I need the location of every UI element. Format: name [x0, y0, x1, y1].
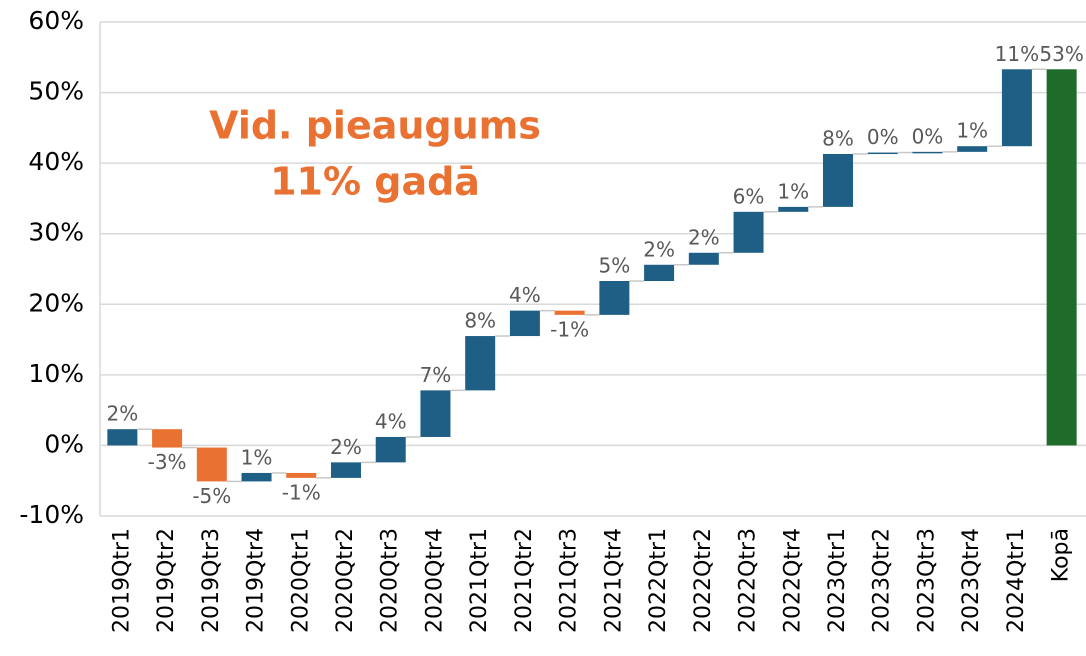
x-tick-label: 2021Qtr1	[467, 528, 492, 633]
data-label: 5%	[598, 253, 630, 277]
bar	[152, 429, 183, 448]
bar	[912, 151, 943, 154]
annotation: 11% gadā	[270, 160, 480, 204]
x-tick-label: 2020Qtr1	[288, 528, 313, 633]
bar	[688, 252, 719, 265]
bar	[554, 310, 585, 315]
data-label: 2%	[106, 402, 138, 426]
data-label: 6%	[733, 184, 765, 208]
bar	[823, 153, 853, 207]
bar	[286, 472, 317, 478]
bar	[1001, 69, 1032, 147]
data-label: 0%	[912, 124, 944, 148]
x-tick-label: 2019Qtr3	[199, 528, 224, 633]
x-tick-label: 2021Qtr4	[601, 528, 626, 633]
data-label: 0%	[867, 125, 899, 149]
data-label: 1%	[241, 445, 273, 469]
bar	[599, 280, 630, 315]
x-tick-label: 2019Qtr4	[244, 528, 269, 633]
bar	[107, 429, 138, 446]
data-label: -3%	[148, 450, 187, 474]
bar	[509, 310, 540, 337]
x-tick-label: 2021Qtr2	[512, 528, 537, 633]
y-tick-label: 10%	[28, 359, 84, 388]
bar	[644, 264, 675, 281]
x-tick-label: 2023Qtr1	[825, 528, 850, 633]
x-tick-label: 2022Qtr2	[691, 528, 716, 633]
bar	[420, 390, 451, 437]
x-tick-label: 2022Qtr1	[646, 528, 671, 633]
data-label: 11%	[995, 42, 1039, 66]
y-tick-label: 30%	[28, 218, 84, 247]
y-tick-label: 60%	[28, 6, 84, 35]
x-tick-label: 2023Qtr4	[959, 528, 984, 633]
data-label: 8%	[822, 126, 854, 150]
data-label: 2%	[643, 237, 675, 261]
data-label: 4%	[375, 409, 407, 433]
data-label: 7%	[420, 363, 452, 387]
y-tick-label: 40%	[28, 147, 84, 176]
x-tick-label: 2020Qtr3	[378, 528, 403, 633]
x-tick-label: 2023Qtr3	[914, 528, 939, 633]
bar	[196, 447, 227, 482]
bar	[733, 211, 764, 253]
x-tick-label: 2022Qtr4	[780, 528, 805, 633]
x-tick-label: 2022Qtr3	[736, 528, 761, 633]
x-tick-label: 2021Qtr3	[557, 528, 582, 633]
x-tick-label: 2024Qtr1	[1004, 528, 1029, 633]
data-label: 53%	[1039, 42, 1083, 66]
bar	[331, 462, 361, 478]
x-tick-label: 2020Qtr4	[422, 528, 447, 633]
x-tick-label: 2019Qtr1	[109, 528, 134, 633]
bar	[241, 472, 272, 482]
bar	[1046, 69, 1077, 446]
bar	[778, 206, 809, 212]
y-tick-label: -10%	[19, 500, 84, 529]
x-tick-label: 2019Qtr2	[154, 528, 179, 633]
data-label: 4%	[509, 283, 541, 307]
bar	[957, 146, 988, 152]
x-tick-label: Kopā	[1049, 528, 1074, 582]
x-tick-label: 2023Qtr2	[870, 528, 895, 633]
bar	[465, 336, 496, 391]
data-label: 2%	[330, 435, 362, 459]
data-label: -1%	[550, 317, 589, 341]
y-tick-label: 20%	[28, 288, 84, 317]
bar	[867, 152, 898, 155]
data-label: 1%	[956, 119, 988, 143]
annotation: Vid. pieaugums	[209, 104, 541, 148]
x-tick-label: 2020Qtr2	[333, 528, 358, 633]
data-label: -1%	[282, 480, 321, 504]
y-tick-label: 0%	[44, 429, 84, 458]
data-label: 2%	[688, 225, 720, 249]
data-label: -5%	[192, 484, 231, 508]
bar	[375, 436, 406, 463]
data-label: 8%	[464, 309, 496, 333]
data-label: 1%	[777, 179, 809, 203]
y-tick-label: 50%	[28, 77, 84, 106]
